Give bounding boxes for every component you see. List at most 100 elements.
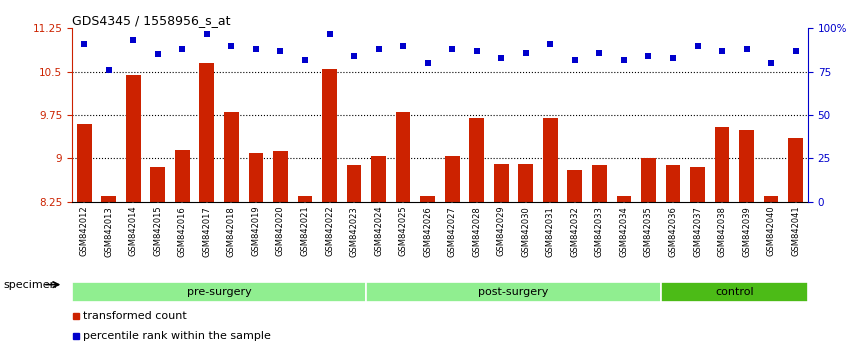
Bar [273,152,288,202]
Text: GSM842023: GSM842023 [349,206,359,257]
Point [298,57,311,62]
Text: GSM842015: GSM842015 [153,206,162,256]
Bar [126,75,140,202]
Bar [347,165,361,202]
Text: GSM842036: GSM842036 [668,206,678,257]
Point [224,43,238,48]
Text: GSM842012: GSM842012 [80,206,89,256]
Text: GSM842040: GSM842040 [766,206,776,256]
Bar [249,153,263,202]
Bar [470,118,484,202]
Text: GSM842035: GSM842035 [644,206,653,257]
Point [445,46,459,52]
Bar [445,155,459,202]
Bar [764,196,778,202]
Text: GSM842016: GSM842016 [178,206,187,257]
Point [739,46,753,52]
Text: pre-surgery: pre-surgery [187,287,251,297]
Text: GSM842041: GSM842041 [791,206,800,256]
Bar [568,170,582,202]
Text: GSM842013: GSM842013 [104,206,113,257]
Bar [151,167,165,202]
Text: GSM842037: GSM842037 [693,206,702,257]
Text: GSM842014: GSM842014 [129,206,138,256]
Point [249,46,262,52]
Point [543,41,557,47]
Bar [666,165,680,202]
Point [690,43,704,48]
Point [470,48,483,54]
Text: GSM842027: GSM842027 [448,206,457,257]
Text: GSM842021: GSM842021 [300,206,310,256]
Bar [592,165,607,202]
Point [322,31,336,36]
Bar [641,159,656,202]
Text: specimen: specimen [3,280,58,290]
Point [175,46,189,52]
Point [77,41,91,47]
Text: GSM842017: GSM842017 [202,206,212,257]
Bar [661,282,808,302]
Bar [519,164,533,202]
Bar [617,196,631,202]
Text: GSM842028: GSM842028 [472,206,481,257]
Bar [690,167,705,202]
Text: control: control [715,287,754,297]
Text: GSM842029: GSM842029 [497,206,506,256]
Point [519,50,532,56]
Point [273,48,287,54]
Text: GSM842031: GSM842031 [546,206,555,257]
Point [102,67,115,73]
Text: transformed count: transformed count [83,311,187,321]
Bar [77,124,91,202]
Text: GSM842039: GSM842039 [742,206,751,257]
Point [200,31,213,36]
Text: GSM842020: GSM842020 [276,206,285,256]
Point [494,55,508,61]
Bar [200,63,214,202]
Point [126,38,140,43]
Point [396,43,409,48]
Bar [494,164,508,202]
Bar [739,130,754,202]
Text: GSM842024: GSM842024 [374,206,383,256]
Text: GSM842018: GSM842018 [227,206,236,257]
Bar [366,282,661,302]
Point [764,60,777,66]
Text: GSM842025: GSM842025 [398,206,408,256]
Bar [102,196,116,202]
Point [420,60,434,66]
Text: GSM842034: GSM842034 [619,206,629,257]
Text: GSM842038: GSM842038 [717,206,727,257]
Point [371,46,385,52]
Text: GSM842032: GSM842032 [570,206,580,257]
Text: GSM842030: GSM842030 [521,206,530,257]
Text: post-surgery: post-surgery [478,287,549,297]
Text: GSM842026: GSM842026 [423,206,432,257]
Bar [371,155,386,202]
Point [666,55,679,61]
Bar [298,196,312,202]
Bar [543,118,558,202]
Text: GSM842033: GSM842033 [595,206,604,257]
Text: GDS4345 / 1558956_s_at: GDS4345 / 1558956_s_at [72,14,230,27]
Text: GSM842022: GSM842022 [325,206,334,256]
Bar [175,150,190,202]
Bar [396,112,410,202]
Point [641,53,655,59]
Text: percentile rank within the sample: percentile rank within the sample [83,331,271,341]
Point [347,53,360,59]
Bar [224,112,239,202]
Point [617,57,630,62]
Bar [322,69,337,202]
Point [788,48,802,54]
Bar [420,196,435,202]
Bar [72,282,366,302]
Bar [788,138,803,202]
Point [592,50,606,56]
Bar [715,127,729,202]
Point [568,57,581,62]
Text: GSM842019: GSM842019 [251,206,261,256]
Point [715,48,728,54]
Point [151,51,164,57]
